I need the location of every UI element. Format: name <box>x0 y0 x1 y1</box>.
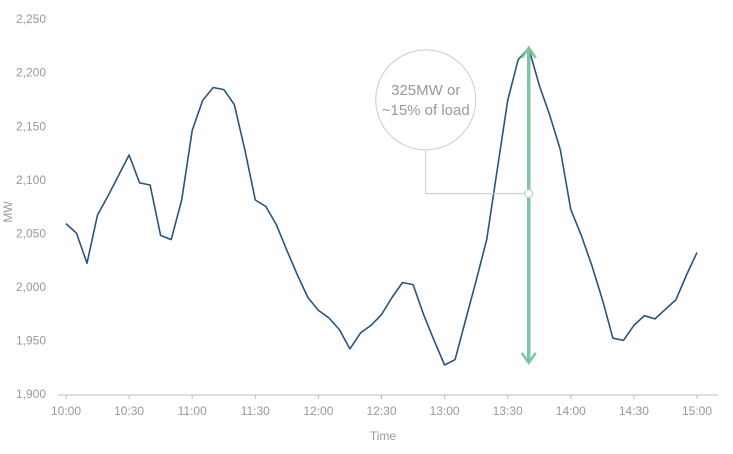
y-tick-label: 2,200 <box>16 66 46 80</box>
arrow-head-bottom <box>520 352 537 366</box>
y-tick-label: 1,900 <box>16 387 46 401</box>
x-tick-label: 13:00 <box>430 404 460 418</box>
y-tick-label: 2,150 <box>16 119 46 133</box>
x-tick-label: 11:30 <box>241 404 270 418</box>
x-tick-label: 15:00 <box>682 404 712 418</box>
y-tick-label: 1,950 <box>16 334 46 348</box>
x-tick-label: 12:30 <box>366 404 396 418</box>
arrow-head-top <box>520 45 537 59</box>
data-line <box>65 47 698 366</box>
y-tick-label: 2,000 <box>16 280 46 294</box>
x-tick-label: 13:30 <box>493 404 523 418</box>
y-tick-label: 2,100 <box>16 173 46 187</box>
y-tick-label: 2,250 <box>16 12 46 26</box>
y-tick-label: 2,050 <box>16 226 46 240</box>
x-tick-label: 14:00 <box>556 404 586 418</box>
x-tick-label: 11:00 <box>178 404 207 418</box>
x-axis-label: Time <box>370 429 397 443</box>
y-axis-label: MW <box>1 201 15 223</box>
x-tick-label: 12:00 <box>303 404 333 418</box>
annotation-point <box>524 188 534 199</box>
x-tick-label: 10:00 <box>51 404 81 418</box>
annotation-bubble <box>375 49 477 151</box>
x-tick-label: 10:30 <box>114 404 144 418</box>
x-tick-label: 14:30 <box>619 404 649 418</box>
annotation-text: 325MW or <box>391 82 460 99</box>
annotation-text: ~15% of load <box>382 102 470 119</box>
annotation-connector <box>425 149 529 195</box>
